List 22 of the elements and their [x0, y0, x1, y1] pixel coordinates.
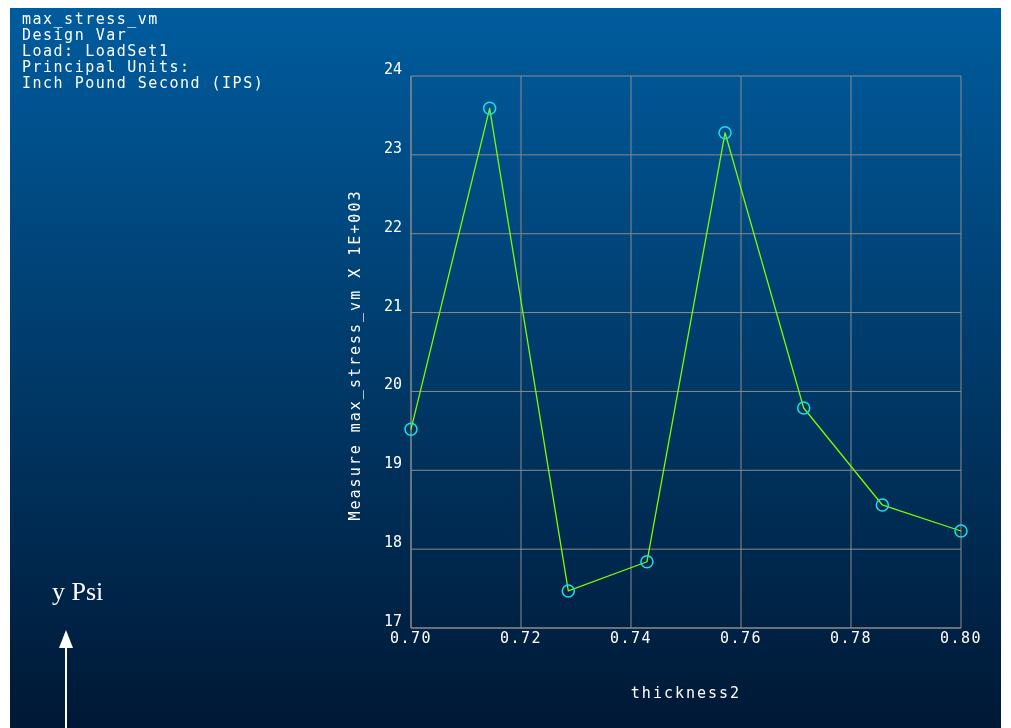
y-axis-title: Measure max_stress_vm X 1E+003	[346, 189, 364, 521]
y-tick-label: 20	[383, 375, 403, 394]
text: Load: LoadSet1	[22, 42, 170, 60]
text: y Psi	[52, 577, 104, 606]
y-tick-label: 21	[383, 296, 403, 315]
x-tick-label: 0.74	[609, 629, 653, 647]
y-tick-label: 24	[383, 60, 403, 78]
x-tick-label: 0.78	[829, 629, 873, 647]
y-tick-label: 18	[383, 533, 403, 552]
text: max_stress_vm	[22, 10, 159, 28]
x-axis-title: thickness2	[630, 684, 742, 702]
text: Inch Pound Second (IPS)	[22, 74, 265, 92]
x-tick-label: 0.80	[939, 629, 983, 647]
x-tick-label: 0.72	[499, 629, 543, 647]
text: Design Var	[22, 26, 128, 44]
y-tick-label: 22	[383, 217, 403, 236]
y-tick-label: 17	[383, 612, 403, 630]
x-tick-label: 0.76	[719, 629, 763, 647]
y-tick-label: 23	[383, 138, 403, 157]
text: Principal Units:	[22, 58, 191, 76]
x-tick-label: 0.70	[389, 629, 433, 647]
y-tick-label: 19	[383, 454, 403, 473]
